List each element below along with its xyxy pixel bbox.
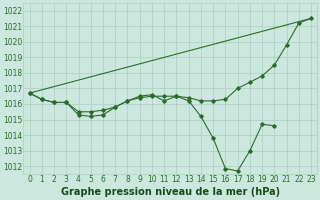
X-axis label: Graphe pression niveau de la mer (hPa): Graphe pression niveau de la mer (hPa) xyxy=(61,187,280,197)
